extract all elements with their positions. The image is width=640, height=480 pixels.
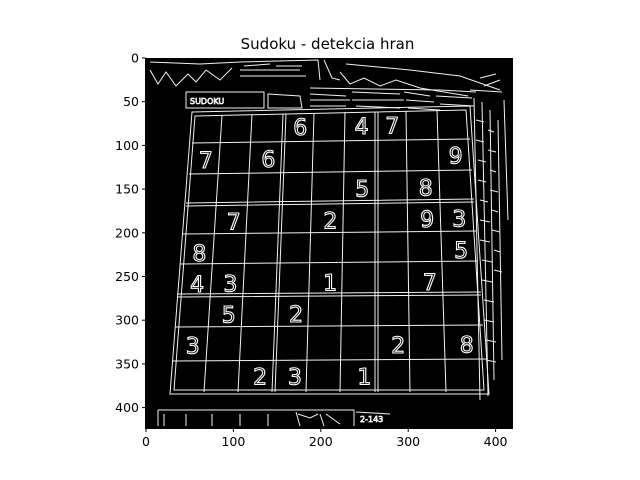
x-axis: 0 100 200 300 400 — [142, 428, 508, 449]
sudoku-digit: 7 — [199, 149, 213, 174]
x-tick-label: 0 — [142, 434, 150, 449]
sudoku-digit: 5 — [454, 239, 468, 264]
y-tick-label: 150 — [115, 182, 139, 197]
y-tick-label: 350 — [115, 356, 139, 371]
y-tick-label: 400 — [115, 400, 139, 415]
page-number-text: 2-143 — [360, 415, 383, 424]
sudoku-digit: 8 — [460, 334, 474, 359]
figure-title: Sudoku - detekcia hran — [241, 35, 415, 53]
edge-image-background — [145, 58, 513, 429]
sudoku-digits: 6 4 77 6 95 87 2 9 38 54 3 1 75 23 2 82 3 1 — [185, 114, 474, 391]
right-margin-edges — [473, 97, 509, 401]
sudoku-digit: 1 — [323, 272, 337, 297]
y-tick-label: 0 — [131, 51, 139, 66]
sudoku-digit: 1 — [357, 365, 371, 390]
image-axes: SUDOKU — [145, 58, 513, 429]
sudoku-digit: 7 — [423, 271, 437, 296]
sudoku-digit: 3 — [223, 273, 237, 298]
sudoku-digit: 9 — [420, 208, 434, 233]
y-tick-label: 250 — [115, 269, 139, 284]
edge-image: SUDOKU — [149, 59, 509, 427]
sudoku-digit: 4 — [190, 273, 204, 298]
x-tick-label: 100 — [221, 434, 245, 449]
header-edges: SUDOKU — [149, 59, 503, 111]
bottom-edges: 2-143 — [157, 409, 391, 427]
axes-frame — [145, 58, 513, 429]
x-tick-label: 300 — [396, 434, 420, 449]
sudoku-digit: 6 — [293, 116, 307, 141]
sudoku-grid-lines — [169, 105, 490, 395]
sudoku-digit: 6 — [261, 148, 275, 173]
y-tick-label: 100 — [115, 138, 139, 153]
y-axis: 0 50 100 150 200 250 300 350 400 — [115, 51, 146, 415]
sudoku-digit: 3 — [186, 335, 200, 360]
sudoku-digit: 2 — [253, 365, 267, 390]
sudoku-digit: 5 — [355, 178, 369, 203]
sudoku-digit: 8 — [192, 242, 206, 267]
sudoku-digit: 7 — [385, 114, 399, 139]
logo-text: SUDOKU — [190, 97, 224, 106]
sudoku-digit: 5 — [222, 304, 236, 329]
x-tick-label: 200 — [309, 434, 333, 449]
sudoku-digit: 3 — [452, 208, 466, 233]
sudoku-digit: 3 — [288, 365, 302, 390]
sudoku-digit: 7 — [227, 211, 241, 236]
x-tick-label: 400 — [484, 434, 508, 449]
y-tick-label: 50 — [123, 94, 139, 109]
sudoku-digit: 9 — [449, 145, 463, 170]
y-tick-label: 300 — [115, 313, 139, 328]
sudoku-digit: 4 — [355, 115, 369, 140]
y-tick-label: 200 — [115, 225, 139, 240]
sudoku-digit: 2 — [391, 334, 405, 359]
sudoku-digit: 2 — [289, 303, 303, 328]
sudoku-digit: 2 — [323, 209, 337, 234]
sudoku-digit: 8 — [419, 177, 433, 202]
